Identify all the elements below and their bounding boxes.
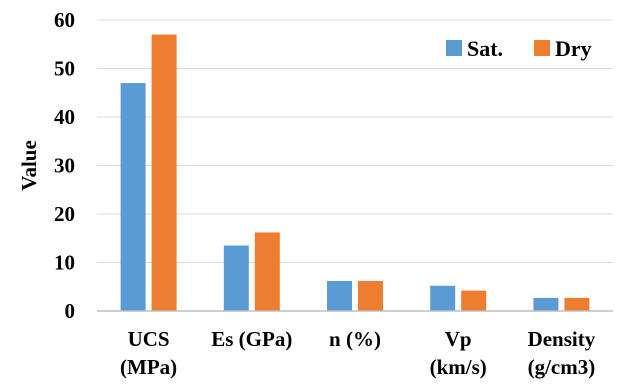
legend-swatch bbox=[534, 40, 550, 56]
y-tick-label: 20 bbox=[54, 202, 75, 226]
bar-sat bbox=[327, 280, 352, 311]
bars bbox=[120, 34, 590, 312]
y-tick-label: 0 bbox=[65, 299, 76, 323]
bar-dry bbox=[461, 290, 487, 311]
gridlines bbox=[97, 19, 613, 263]
bar-dry bbox=[564, 297, 590, 311]
x-category-label: n (%) bbox=[329, 327, 381, 351]
bar-dry bbox=[358, 280, 383, 311]
bar-dry bbox=[254, 232, 280, 311]
bar-sat bbox=[430, 285, 456, 311]
x-category-label: Density (g/cm3) bbox=[528, 327, 596, 379]
legend-label: Dry bbox=[555, 36, 592, 61]
y-tick-labels: 0 10 20 30 40 50 60 bbox=[54, 8, 75, 323]
x-category-line: (km/s) bbox=[430, 355, 487, 379]
x-category-line: Density bbox=[528, 327, 596, 351]
x-category-line: Vp bbox=[445, 327, 472, 351]
legend-label: Sat. bbox=[467, 36, 503, 61]
y-tick-label: 60 bbox=[54, 8, 75, 32]
y-axis-label: Value bbox=[17, 140, 41, 191]
x-category-label: Vp (km/s) bbox=[430, 327, 487, 379]
y-tick-label: 30 bbox=[54, 154, 75, 178]
x-category-label: Es (GPa) bbox=[211, 327, 292, 351]
x-category-line: n (%) bbox=[329, 327, 381, 351]
bar-sat bbox=[120, 83, 146, 311]
x-category-line: (g/cm3) bbox=[528, 355, 596, 379]
bar-sat bbox=[223, 245, 249, 311]
y-tick-label: 50 bbox=[54, 57, 75, 81]
bar-dry bbox=[151, 34, 177, 312]
x-category-line: Es (GPa) bbox=[211, 327, 292, 351]
x-category-line: UCS bbox=[128, 327, 170, 351]
y-tick-label: 40 bbox=[54, 105, 75, 129]
bar-sat bbox=[533, 297, 559, 311]
legend-swatch bbox=[446, 40, 462, 56]
y-tick-label: 10 bbox=[54, 251, 75, 275]
legend: Sat. Dry bbox=[446, 36, 592, 61]
x-category-label: UCS (MPa) bbox=[120, 327, 177, 379]
x-category-labels: UCS (MPa) Es (GPa) n (%) Vp (km/s) Density (g/c… bbox=[120, 327, 596, 379]
x-category-line: (MPa) bbox=[120, 355, 177, 379]
